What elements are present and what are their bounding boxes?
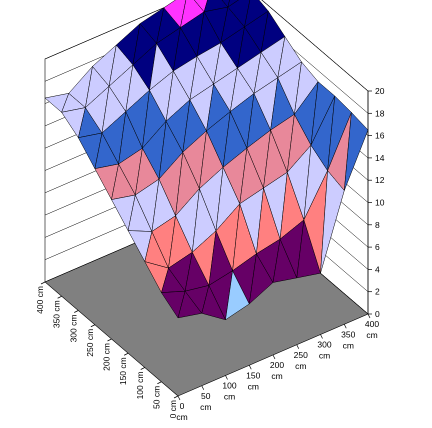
x-tick-mark [343,324,347,329]
x-tick-mark [177,395,181,401]
y-tick-label: 50 cm [151,386,161,409]
y-tick-label: 350 cm [52,300,62,328]
x-tick-label: 300 cm [317,340,331,361]
x-tick-label: 150 cm [246,370,260,391]
x-tick-label: 100 cm [222,381,236,402]
y-tick-mark [57,295,62,299]
y-tick-mark [173,395,179,399]
y-tick-label: 150 cm [118,357,128,385]
surface-facet [221,0,230,8]
y-tick-label: 400 cm [35,286,45,314]
z-tick-label: 2 [375,287,380,297]
z-tick-label: 6 [375,242,380,252]
x-tick-label: 400 cm [365,319,379,340]
surface-facet [344,112,369,191]
x-tick-mark [367,313,371,319]
x-tick-label: 350 cm [341,329,355,350]
y-tick-label: 200 cm [102,343,112,371]
z-tick-label: 8 [375,220,380,230]
y-tick-mark [40,281,46,285]
y-tick-mark [107,338,112,342]
y-tick-mark [123,352,129,356]
x-tick-label: 200 cm [270,360,284,381]
z-tick-label: 0 [375,309,380,319]
z-tick-label: 16 [375,131,385,141]
z-tick-label: 14 [375,153,385,163]
y-tick-label: 100 cm [135,372,145,400]
y-tick-label: 300 cm [68,315,78,343]
surface-plot [44,0,369,321]
y-tick-mark [157,381,162,385]
z-tick-label: 10 [375,198,385,208]
y-tick-mark [74,310,79,313]
y-tick-label: 250 cm [85,329,95,357]
x-tick-mark [225,375,228,380]
x-tick-label: 50 cm [200,391,211,412]
z-tick-label: 12 [375,175,385,185]
y-tick-label: 0 cm [168,400,178,418]
surface-facet [193,0,208,13]
x-tick-label: 250 cm [294,350,308,371]
z-tick-label: 4 [375,264,380,274]
x-tick-mark [248,365,252,370]
x-tick-mark [320,334,323,339]
z-tick-label: 20 [375,86,385,96]
y-tick-mark [90,324,96,328]
x-tick-label: 0 cm [176,401,187,422]
z-tick-label: 18 [375,108,385,118]
x-tick-mark [201,385,205,390]
x-tick-mark [296,344,300,349]
gridline [44,0,369,92]
x-tick-mark [272,354,276,360]
y-tick-mark [140,367,145,370]
